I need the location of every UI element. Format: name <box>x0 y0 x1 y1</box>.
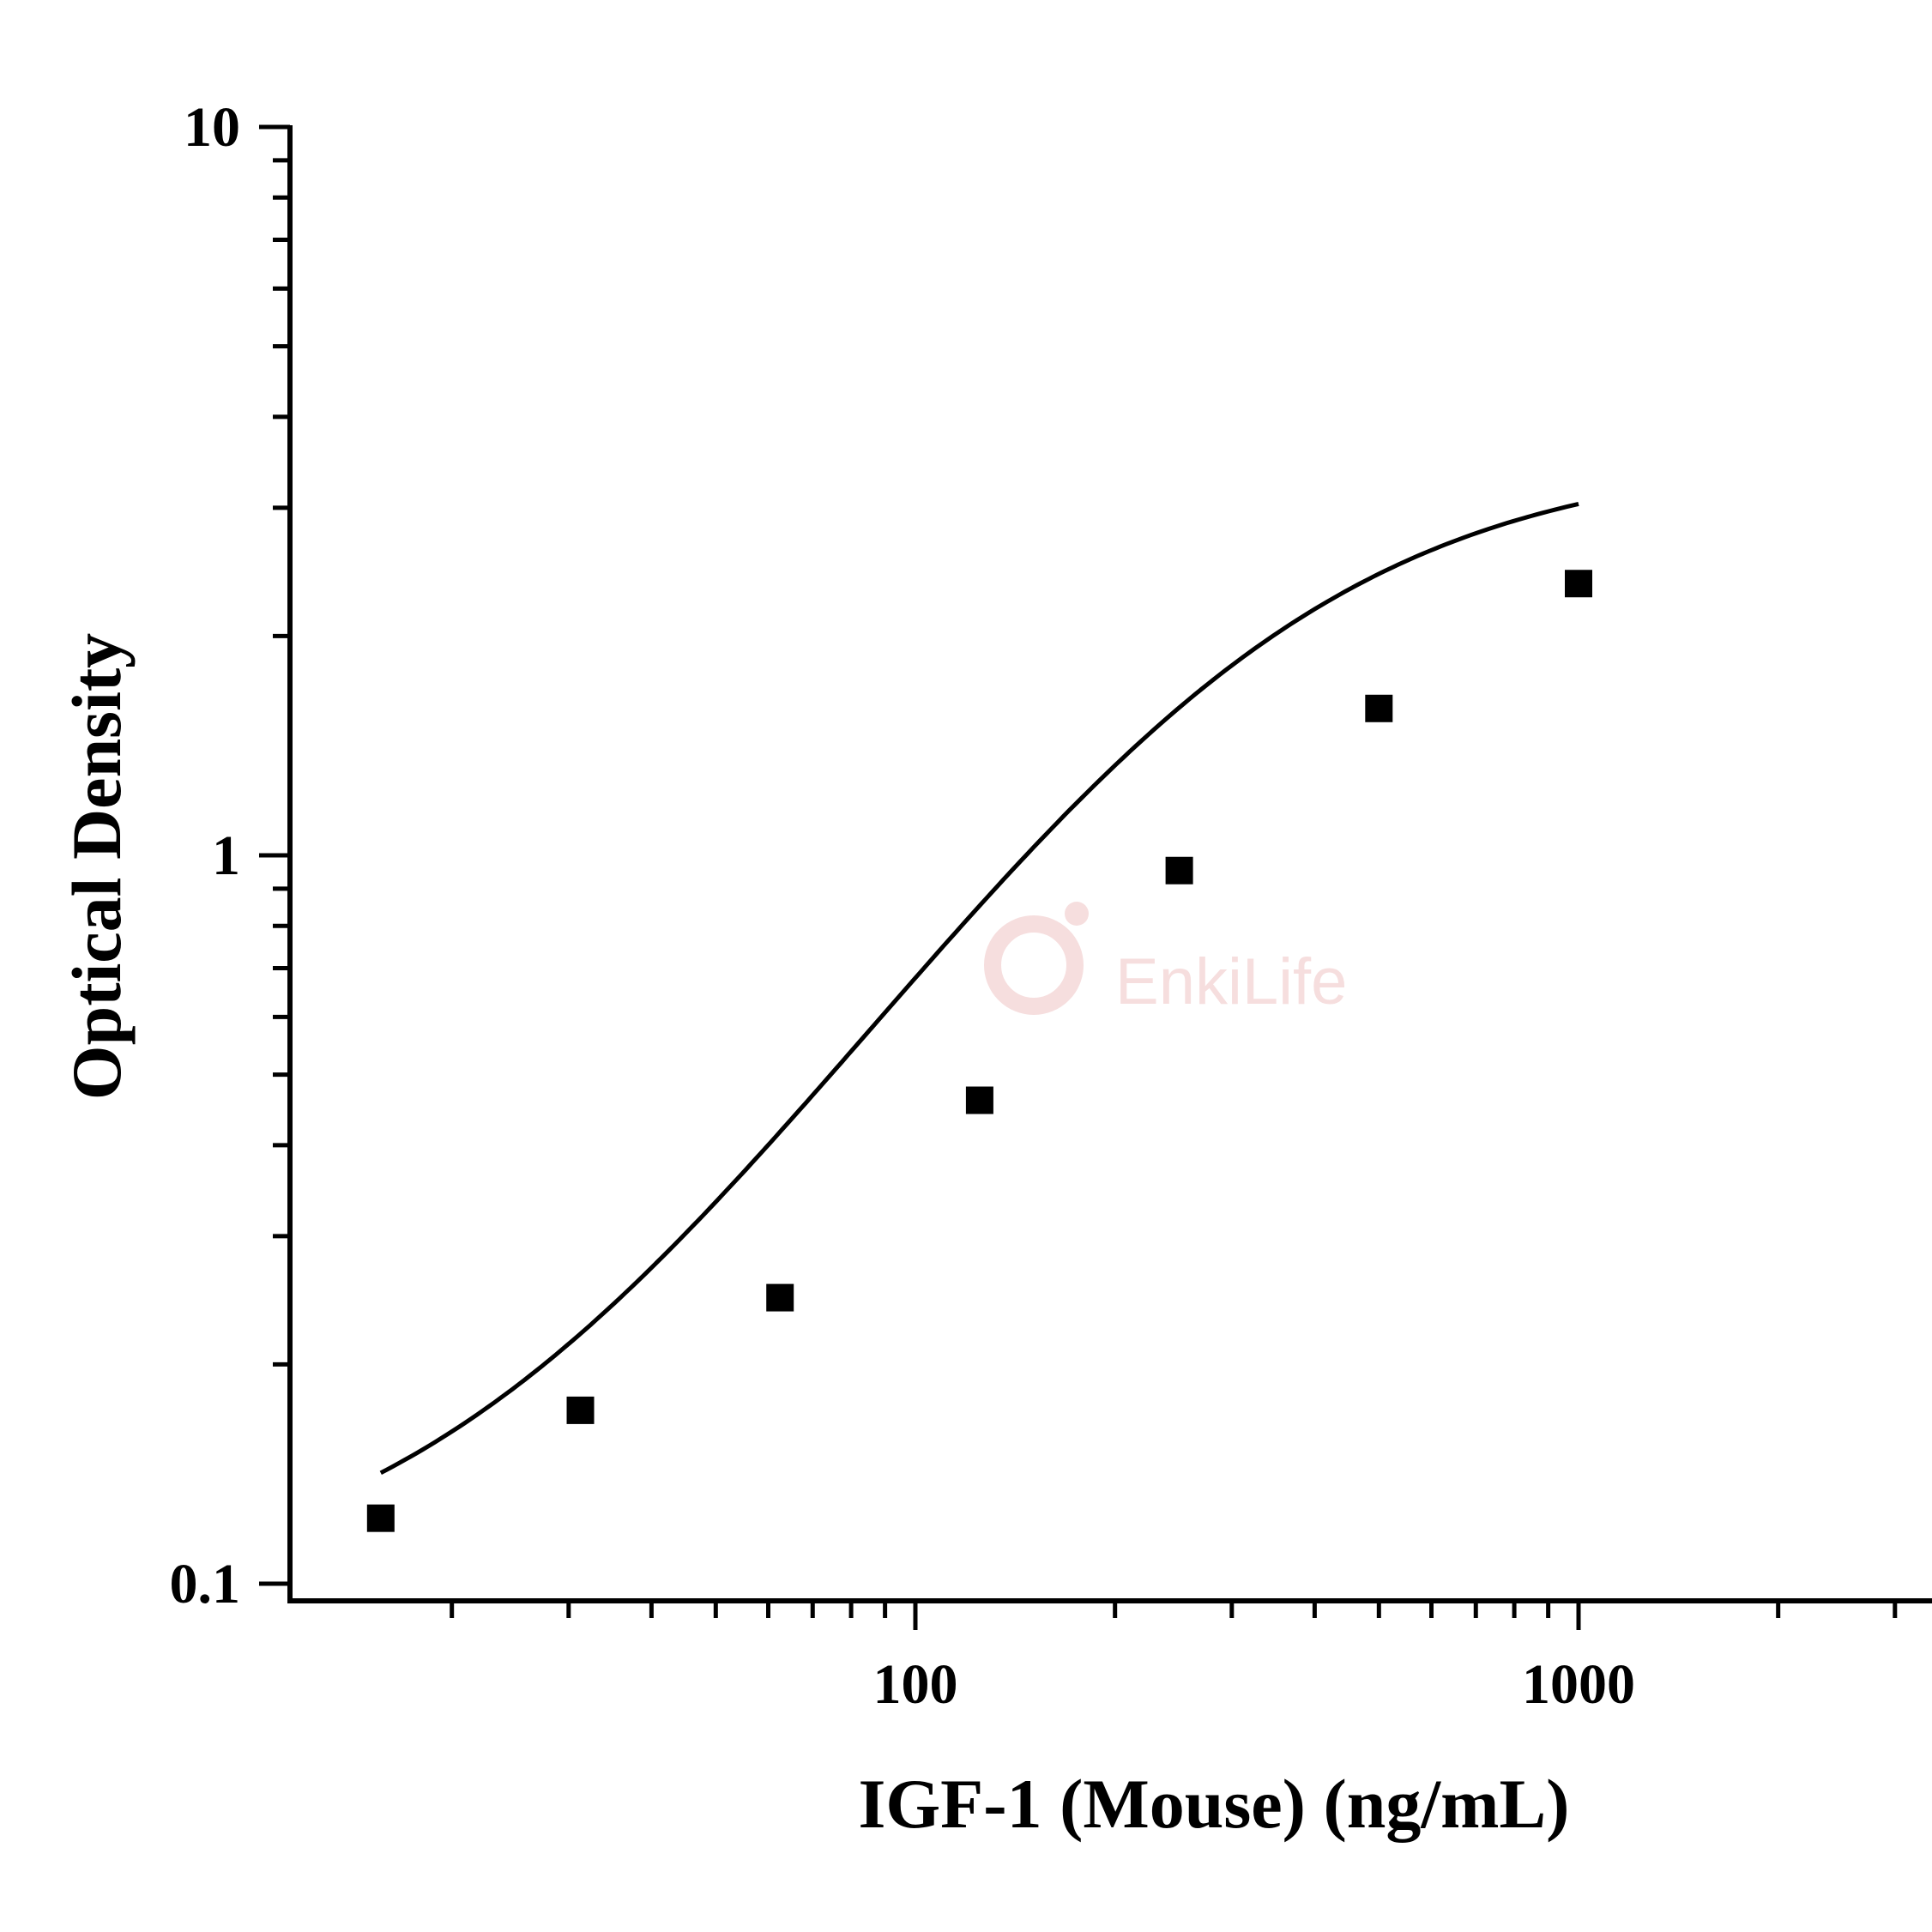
data-point <box>366 1504 395 1532</box>
x-tick-label: 1000 <box>1522 1653 1635 1716</box>
axis-labels: 0.1 1 10 100 1000 IGF-1 (Mouse) (ng/mL) Optica… <box>57 96 1635 1843</box>
data-point <box>1565 570 1592 598</box>
data-point <box>1365 694 1393 722</box>
y-tick-label: 0.1 <box>170 1553 241 1615</box>
data-point <box>566 1396 595 1424</box>
data-point <box>766 1283 794 1312</box>
watermark-text: EnkiLife <box>1115 945 1347 1018</box>
x-axis-title: IGF-1 (Mouse) (ng/mL) <box>858 1765 1569 1843</box>
watermark-logo-icon <box>984 915 1084 1015</box>
x-tick-label: 100 <box>873 1653 958 1716</box>
y-tick-label: 1 <box>212 824 240 887</box>
watermark: EnkiLife <box>984 902 1347 1018</box>
y-tick-label: 10 <box>184 96 240 159</box>
data-points <box>366 570 1592 1532</box>
data-point <box>1165 856 1193 884</box>
watermark-logo-dot-icon <box>1065 902 1089 926</box>
y-axis-title: Optical Density <box>57 633 136 1100</box>
axes <box>259 124 1932 1630</box>
data-point <box>965 1086 993 1114</box>
fit-curve-group <box>379 501 1579 1476</box>
fit-curve-line <box>379 501 1579 1476</box>
